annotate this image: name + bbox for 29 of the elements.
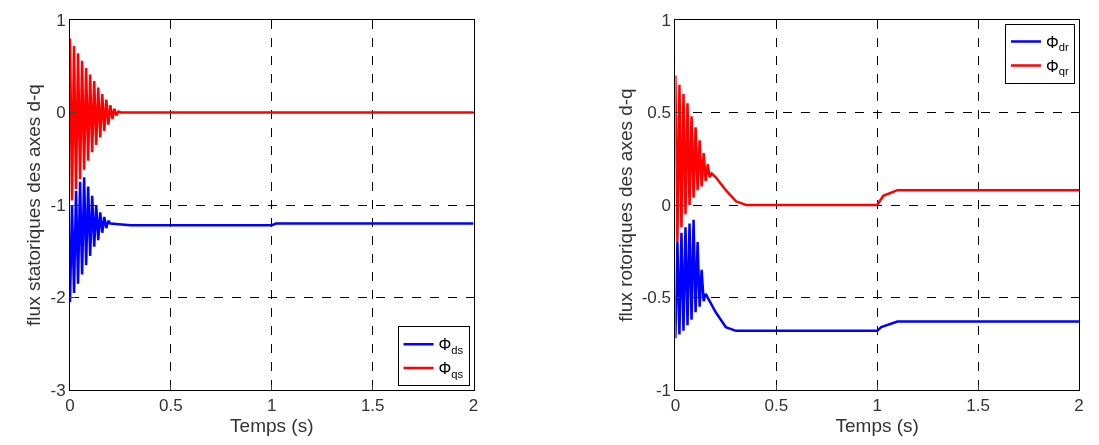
- y-tick-label: 1: [56, 10, 66, 30]
- y-tick-label: -0.5: [641, 288, 671, 308]
- x-tick-label: 1.5: [966, 396, 990, 416]
- x-tick-label: 1: [872, 396, 882, 416]
- x-axis-title: Temps (s): [230, 415, 314, 437]
- legend-label: Φ$_{ds}$: [438, 336, 464, 356]
- x-tick-label: 0.5: [764, 396, 789, 416]
- y-tick-label: -2: [50, 288, 66, 308]
- y-tick-label: -1: [50, 195, 66, 215]
- y-tick-label: 0.5: [647, 103, 671, 123]
- y-tick-label: 1: [661, 10, 671, 30]
- x-tick-label: 1.5: [360, 396, 385, 416]
- y-axis-title: flux statoriques des axes d-q: [23, 84, 45, 326]
- line-series: [70, 37, 474, 202]
- line-series: [675, 218, 1079, 340]
- y-tick-label: 0: [661, 195, 671, 215]
- legend-label: Φ$_{qs}$: [438, 360, 464, 380]
- x-tick-label: 2: [468, 396, 479, 416]
- y-tick-label: -3: [50, 380, 66, 400]
- legend-label: Φ$_{qr}$: [1045, 57, 1069, 77]
- x-axis-title: Temps (s): [835, 415, 919, 437]
- x-tick-label: 1: [267, 396, 277, 416]
- legend-label: Φ$_{dr}$: [1045, 33, 1069, 54]
- y-tick-label: 0: [56, 103, 66, 123]
- y-tick-label: -1: [655, 380, 671, 400]
- line-series: [70, 176, 474, 304]
- x-tick-label: 2: [1074, 396, 1084, 416]
- y-axis-title: flux rotoriques des axes d-q: [614, 88, 636, 322]
- x-tick-label: 0.5: [159, 396, 183, 416]
